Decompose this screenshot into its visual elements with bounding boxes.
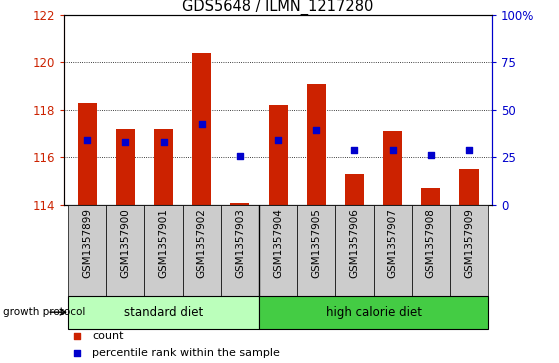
Bar: [68, 296, 259, 329]
Bar: [221, 205, 259, 296]
Point: [465, 147, 473, 153]
Point: [235, 153, 244, 159]
Text: count: count: [92, 331, 124, 341]
Bar: [345, 174, 364, 205]
Bar: [116, 129, 135, 205]
Bar: [230, 203, 249, 205]
Text: GSM1357902: GSM1357902: [197, 208, 207, 278]
Bar: [68, 205, 106, 296]
Bar: [259, 205, 297, 296]
Point: [121, 139, 130, 145]
Bar: [268, 105, 288, 205]
Text: GSM1357901: GSM1357901: [159, 208, 169, 278]
Bar: [421, 188, 440, 205]
Bar: [144, 205, 183, 296]
Bar: [335, 205, 373, 296]
Text: GSM1357900: GSM1357900: [120, 208, 130, 278]
Bar: [307, 83, 326, 205]
Text: high calorie diet: high calorie diet: [325, 306, 421, 319]
Bar: [259, 296, 488, 329]
Bar: [192, 53, 211, 205]
Bar: [78, 103, 97, 205]
Bar: [373, 205, 412, 296]
Point: [312, 127, 321, 133]
Text: GSM1357907: GSM1357907: [387, 208, 397, 278]
Bar: [297, 205, 335, 296]
Text: GSM1357908: GSM1357908: [426, 208, 436, 278]
Text: percentile rank within the sample: percentile rank within the sample: [92, 348, 280, 358]
Title: GDS5648 / ILMN_1217280: GDS5648 / ILMN_1217280: [182, 0, 374, 15]
Bar: [459, 170, 479, 205]
Text: growth protocol: growth protocol: [3, 307, 85, 317]
Point: [390, 285, 399, 291]
Bar: [450, 205, 488, 296]
Text: standard diet: standard diet: [124, 306, 203, 319]
Bar: [183, 205, 221, 296]
Bar: [412, 205, 450, 296]
Text: GSM1357906: GSM1357906: [349, 208, 359, 278]
Point: [273, 137, 282, 143]
Text: GSM1357909: GSM1357909: [464, 208, 474, 278]
Point: [350, 147, 359, 153]
Point: [427, 152, 435, 158]
Bar: [106, 205, 144, 296]
Bar: [383, 131, 402, 205]
Bar: [154, 129, 173, 205]
Point: [388, 147, 397, 153]
Text: GSM1357905: GSM1357905: [311, 208, 321, 278]
Point: [159, 139, 168, 145]
Text: GSM1357904: GSM1357904: [273, 208, 283, 278]
Text: GSM1357903: GSM1357903: [235, 208, 245, 278]
Point: [83, 137, 92, 143]
Text: GSM1357899: GSM1357899: [82, 208, 92, 278]
Point: [390, 131, 399, 136]
Point: [197, 121, 206, 127]
